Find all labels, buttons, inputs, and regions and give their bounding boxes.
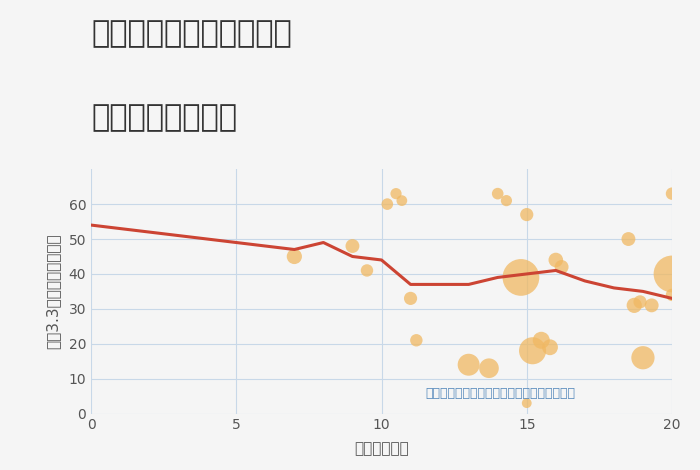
Point	[411, 337, 422, 344]
Point	[666, 270, 678, 278]
Point	[484, 364, 495, 372]
Point	[521, 400, 532, 407]
Text: 円の大きさは、取引のあった物件面積を示す: 円の大きさは、取引のあった物件面積を示す	[425, 387, 575, 400]
Point	[629, 302, 640, 309]
Point	[463, 361, 475, 368]
Point	[515, 274, 526, 281]
Point	[405, 295, 416, 302]
Point	[623, 235, 634, 243]
Point	[550, 256, 561, 264]
Point	[382, 200, 393, 208]
Point	[556, 263, 567, 271]
Point	[666, 291, 678, 298]
Point	[545, 344, 556, 351]
Point	[521, 211, 532, 219]
Point	[391, 190, 402, 197]
Text: 奈良県奈良市四条大路の: 奈良県奈良市四条大路の	[91, 19, 292, 48]
Point	[638, 354, 649, 361]
Point	[346, 242, 358, 250]
Point	[289, 253, 300, 260]
Point	[666, 190, 678, 197]
Y-axis label: 坪（3.3㎡）単価（万円）: 坪（3.3㎡）単価（万円）	[46, 234, 60, 349]
Point	[361, 266, 372, 274]
Point	[536, 337, 547, 344]
Text: 駅距離別土地価格: 駅距離別土地価格	[91, 103, 237, 133]
X-axis label: 駅距離（分）: 駅距離（分）	[354, 441, 409, 456]
Point	[646, 302, 657, 309]
Point	[500, 197, 512, 204]
Point	[634, 298, 645, 306]
Point	[396, 197, 407, 204]
Point	[492, 190, 503, 197]
Point	[527, 347, 538, 354]
